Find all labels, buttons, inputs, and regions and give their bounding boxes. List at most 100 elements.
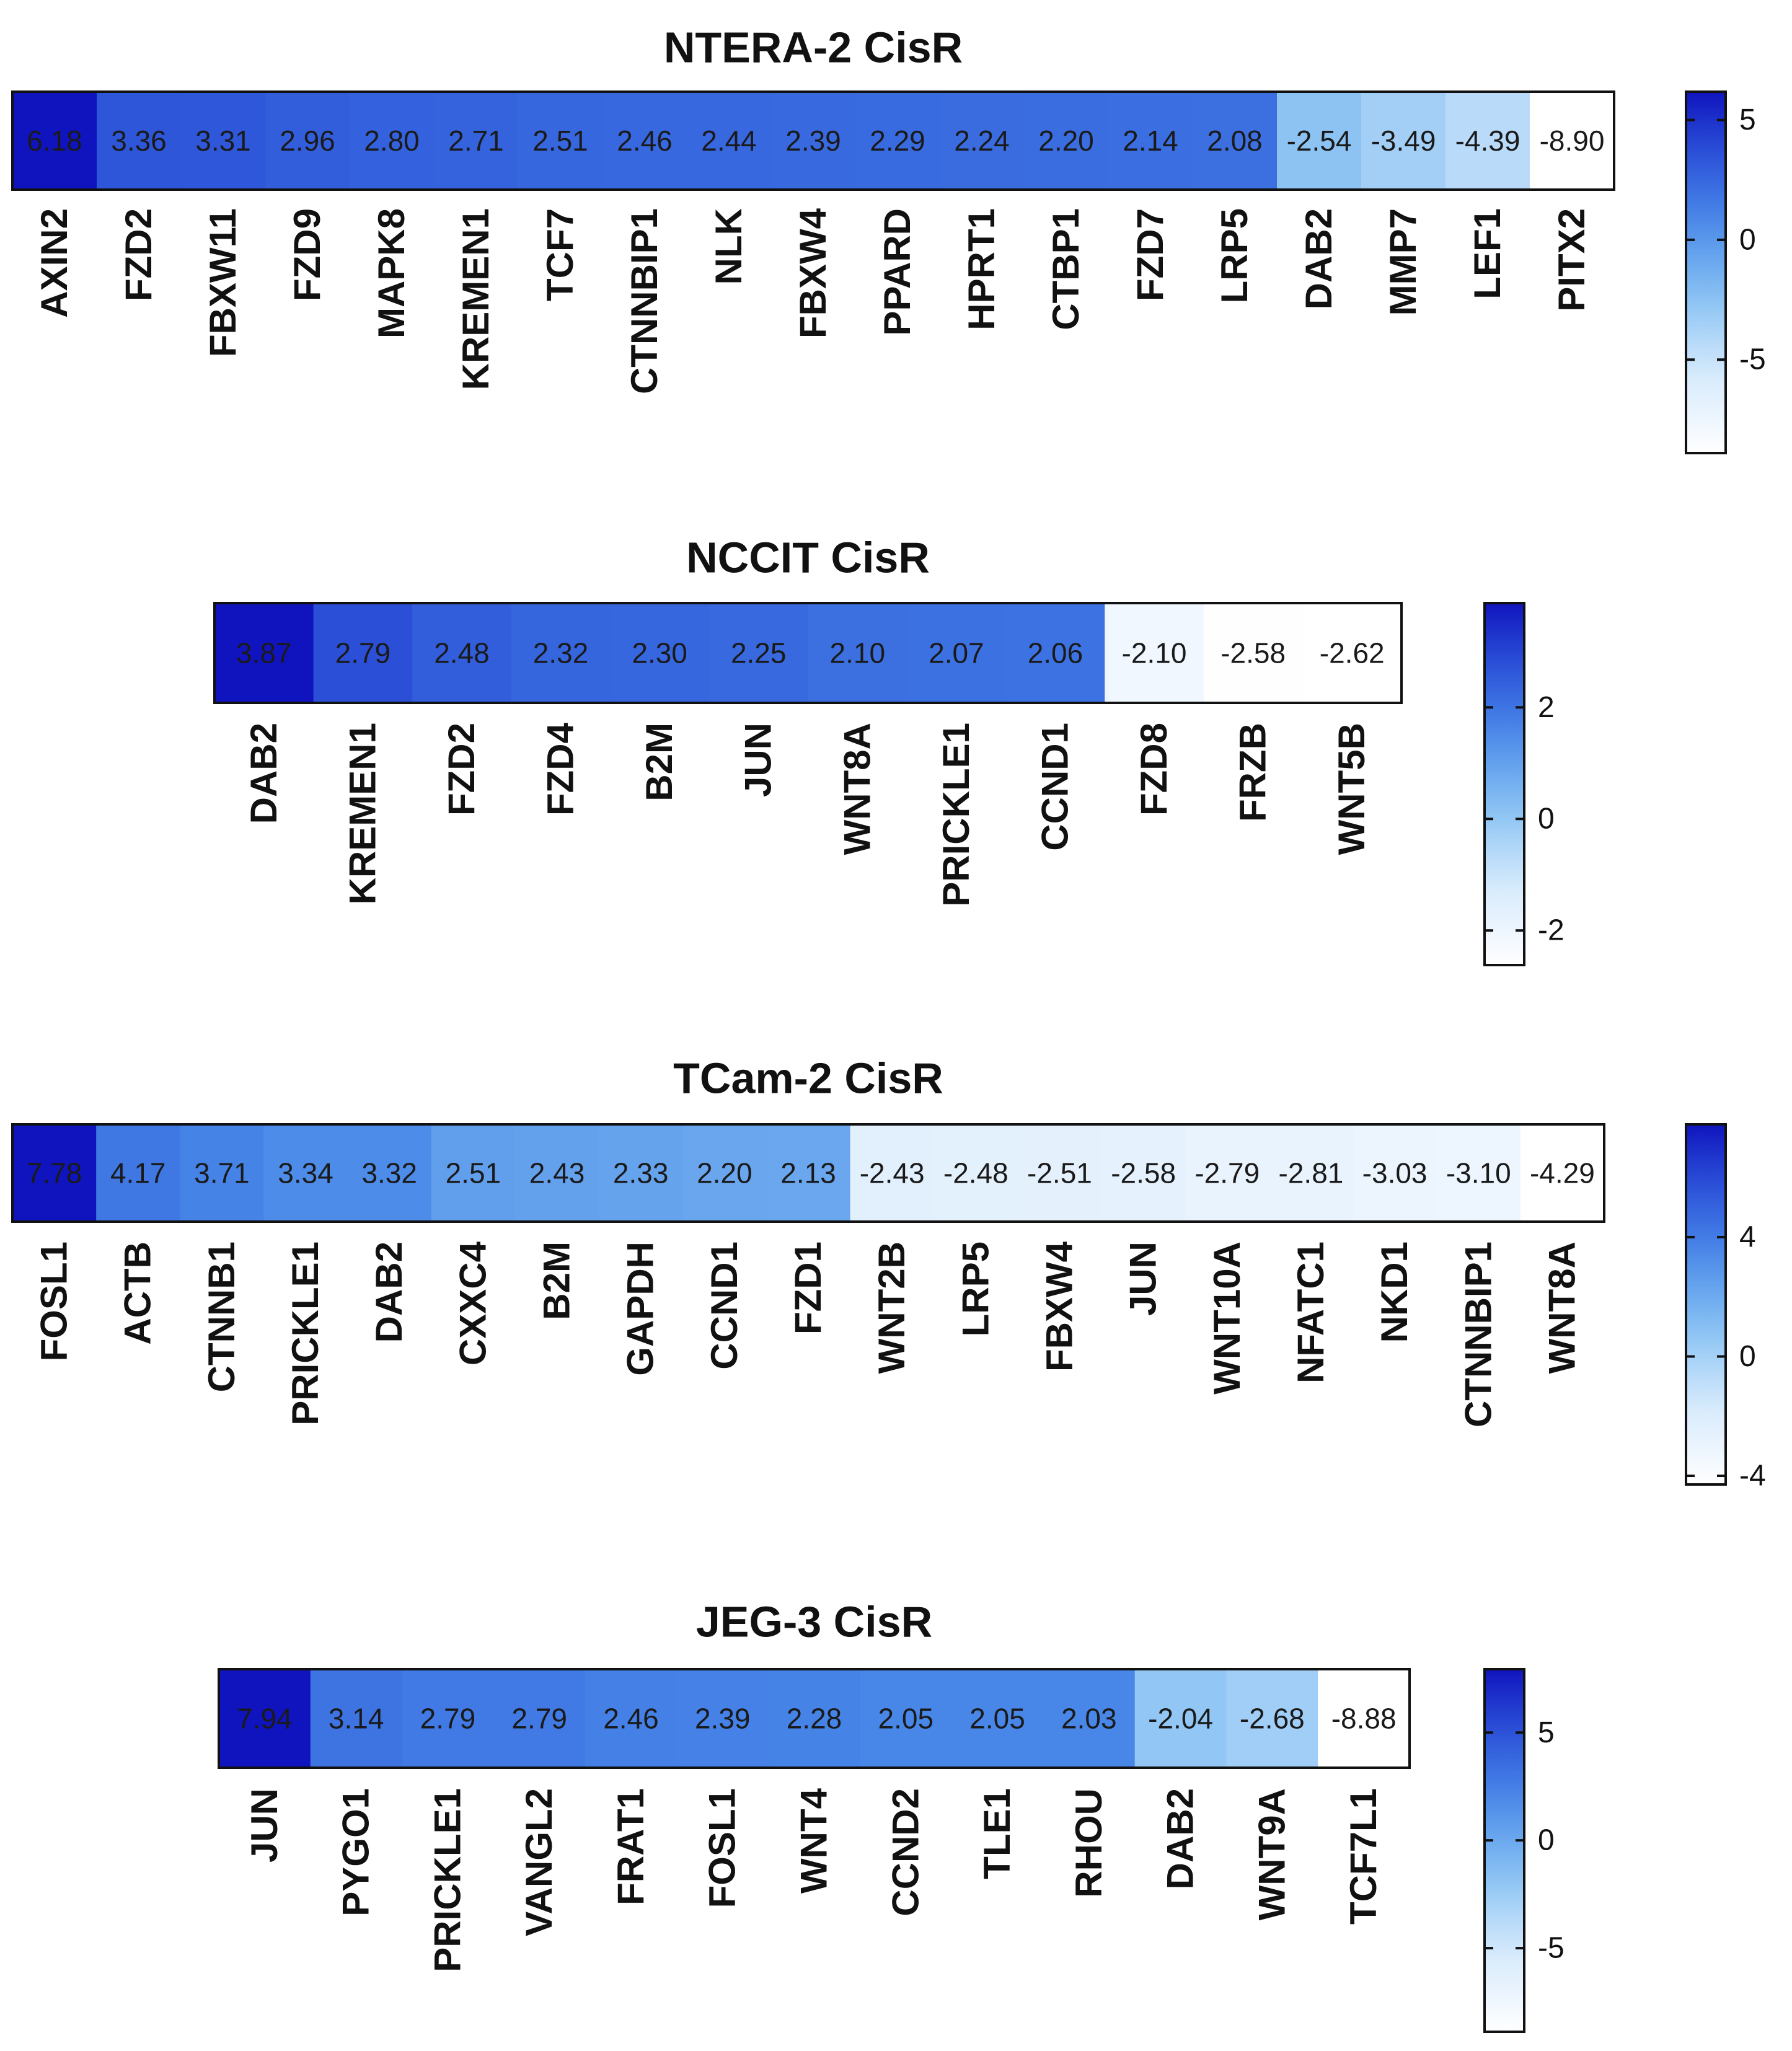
cell-value-label: -2.54 [1287, 125, 1352, 157]
gene-label: TCF7 [539, 208, 581, 301]
gene-label: PRICKLE1 [935, 723, 977, 907]
panel-title: TCam-2 CisR [673, 1054, 943, 1102]
cell-value-label: 2.10 [830, 637, 886, 669]
gene-label: LEF1 [1467, 208, 1508, 299]
gene-label: DAB2 [1160, 1788, 1201, 1889]
heatmap-cell [181, 92, 266, 190]
cell-value-label: 2.29 [870, 125, 925, 157]
heatmap-cell [771, 92, 856, 190]
cell-value-label: -2.43 [860, 1157, 925, 1189]
colorbar-tick-label: 0 [1739, 223, 1756, 256]
gene-label: GAPDH [620, 1242, 661, 1376]
heatmap-cell [676, 1669, 769, 1768]
colorbar-border [1685, 1123, 1727, 1486]
heatmap-cell [350, 92, 435, 190]
colorbar [1485, 1669, 1524, 2032]
gene-label: WNT10A [1206, 1242, 1248, 1395]
gene-label: CTNNBIP1 [624, 208, 665, 394]
gene-label: FZD1 [787, 1242, 829, 1334]
cell-value-label: 2.13 [780, 1157, 836, 1189]
cell-value-label: 2.06 [1028, 637, 1084, 669]
gene-label: B2M [536, 1242, 578, 1320]
cell-value-label: -3.10 [1446, 1157, 1511, 1189]
gene-label: VANGL2 [518, 1788, 560, 1936]
cell-value-label: -3.49 [1371, 125, 1436, 157]
heatmap-cell [1185, 1124, 1269, 1222]
heatmap-cell [1005, 603, 1105, 703]
cell-value-label: 2.14 [1123, 125, 1178, 157]
gene-label: FBXW4 [1038, 1241, 1080, 1372]
heatmap-panel-4: JEG-3 CisR 7.94 3.14 2.79 2.79 2.46 2.39 2.28 2.… [218, 1597, 1565, 2033]
colorbar-tick-label: 0 [1739, 1340, 1756, 1373]
heatmap-panel-2: NCCIT CisR 3.87 2.79 2.48 2.32 2.30 2.25 2.10 2.… [213, 533, 1565, 966]
heatmap-cell [687, 92, 772, 190]
gene-label: CTBP1 [1045, 208, 1087, 330]
heatmap-cell [263, 1124, 348, 1222]
cell-value-label: -8.88 [1331, 1703, 1397, 1735]
gene-label: TLE1 [976, 1788, 1018, 1879]
cell-value-label: -4.29 [1530, 1157, 1595, 1189]
heatmap-cell [768, 1669, 860, 1768]
gene-label: ACTB [117, 1242, 159, 1345]
cell-value-label: 2.30 [632, 637, 687, 669]
cell-value-label: -2.79 [1194, 1157, 1260, 1189]
gene-label: FRAT1 [610, 1788, 651, 1905]
heatmap-cell [1353, 1124, 1437, 1222]
cell-value-label: -2.58 [1220, 637, 1286, 669]
heatmap-border [11, 90, 1615, 191]
heatmap-cell [347, 1124, 432, 1222]
gene-label: PITX2 [1551, 208, 1592, 312]
heatmap-cell [1530, 92, 1615, 190]
cell-value-label: 2.03 [1061, 1703, 1117, 1735]
gene-label: LRP5 [955, 1242, 996, 1336]
panel-title: NCCIT CisR [686, 533, 930, 581]
cell-value-label: 7.94 [237, 1703, 293, 1735]
cell-value-label: 2.05 [878, 1703, 934, 1735]
cell-value-label: 2.28 [787, 1703, 842, 1735]
gene-label: HPRT1 [961, 208, 1002, 330]
heatmap-cell [1318, 1669, 1410, 1768]
heatmap-cell [934, 1124, 1018, 1222]
heatmap-cell [1361, 92, 1446, 190]
gene-label: FOSL1 [702, 1788, 743, 1908]
heatmap-cell [434, 92, 519, 190]
colorbar-border [1685, 90, 1727, 454]
heatmap-cell [511, 603, 611, 703]
heatmap-cell [1446, 92, 1530, 190]
cell-value-label: 4.17 [110, 1157, 166, 1189]
heatmap-cell [12, 92, 97, 190]
heatmap-cell [219, 1669, 311, 1768]
heatmap-cell [97, 92, 182, 190]
gene-label: PRICKLE1 [285, 1242, 326, 1426]
gene-label: FZD7 [1129, 208, 1171, 301]
cell-value-label: 2.20 [697, 1157, 753, 1189]
cell-value-label: -8.90 [1540, 125, 1605, 157]
colorbar-tick-label: 0 [1538, 1824, 1555, 1857]
cell-value-label: 2.46 [617, 125, 673, 157]
gene-label: KREMEN1 [455, 208, 497, 390]
heatmap-cell [1302, 603, 1402, 703]
heatmap-cell [907, 603, 1007, 703]
cell-value-label: 2.25 [731, 637, 787, 669]
heatmap-cell [310, 1669, 403, 1768]
cell-value-label: 2.39 [695, 1703, 751, 1735]
cell-value-label: 2.51 [446, 1157, 501, 1189]
cell-value-label: -2.48 [943, 1157, 1009, 1189]
heatmap-cell [850, 1124, 935, 1222]
gene-label: PRICKLE1 [426, 1788, 468, 1972]
gene-label: FZD9 [286, 208, 328, 301]
gene-label: DAB2 [243, 723, 285, 824]
cell-value-label: 2.48 [434, 637, 490, 669]
cell-value-label: 2.32 [533, 637, 589, 669]
gene-label: WNT4 [793, 1788, 835, 1894]
cell-value-label: 2.43 [529, 1157, 585, 1189]
gene-label: CCND2 [885, 1788, 926, 1916]
heatmap-cell [1436, 1124, 1521, 1222]
heatmap-cell [599, 1124, 683, 1222]
gene-label: MMP7 [1382, 208, 1424, 315]
gene-label: FBXW4 [792, 208, 834, 338]
heatmap-border [213, 602, 1403, 704]
colorbar-tick-label: 2 [1538, 691, 1555, 724]
heatmap-cell [855, 92, 940, 190]
